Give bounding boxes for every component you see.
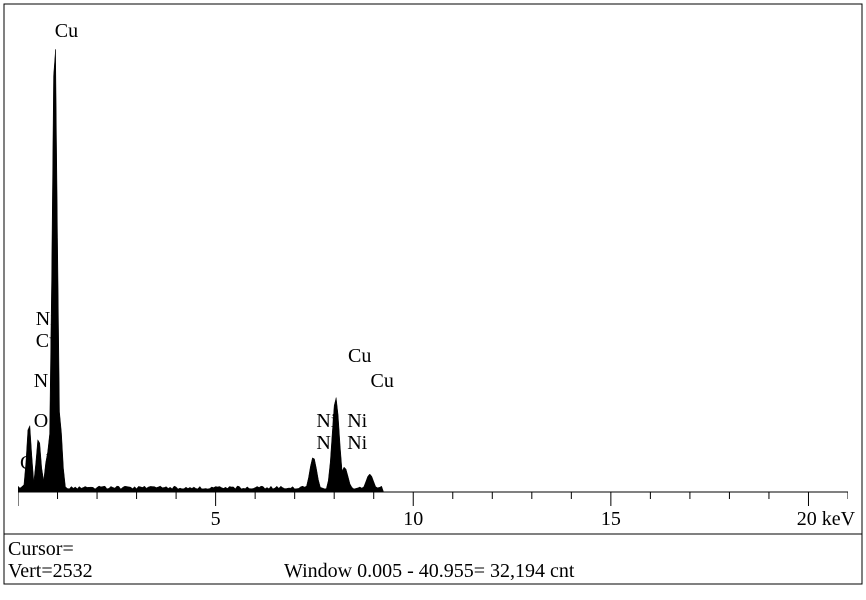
- peak-label: Cu: [55, 20, 78, 43]
- x-tick-label: 15: [601, 508, 621, 531]
- peak-label: Ni: [36, 308, 56, 331]
- x-tick-label: 10: [403, 508, 423, 531]
- x-tick-label: 20 keV: [797, 508, 855, 531]
- spectrum-canvas: CuNiCuNOCNiCuCuNiNiNiNi 5101520 keV Curs…: [0, 0, 866, 600]
- peak-label: Cu: [371, 370, 394, 393]
- x-tick-label: 5: [211, 508, 221, 531]
- peak-label: O: [34, 410, 48, 433]
- peak-label: Ni: [316, 410, 336, 433]
- spectrum-svg: [18, 12, 848, 522]
- peak-label: Ni: [347, 432, 367, 455]
- peak-label: Ni: [347, 410, 367, 433]
- peak-label: N: [34, 370, 48, 393]
- peak-label: C: [20, 452, 33, 475]
- peak-label: Cu: [36, 330, 59, 353]
- peak-label: Ni: [316, 432, 336, 455]
- status-cursor: Cursor=: [8, 538, 74, 561]
- peak-label: Ni: [46, 452, 61, 469]
- status-vert: Vert=2532: [8, 560, 93, 583]
- status-window: Window 0.005 - 40.955= 32,194 cnt: [284, 560, 574, 583]
- plot-area: [18, 12, 848, 522]
- peak-label: Cu: [348, 345, 371, 368]
